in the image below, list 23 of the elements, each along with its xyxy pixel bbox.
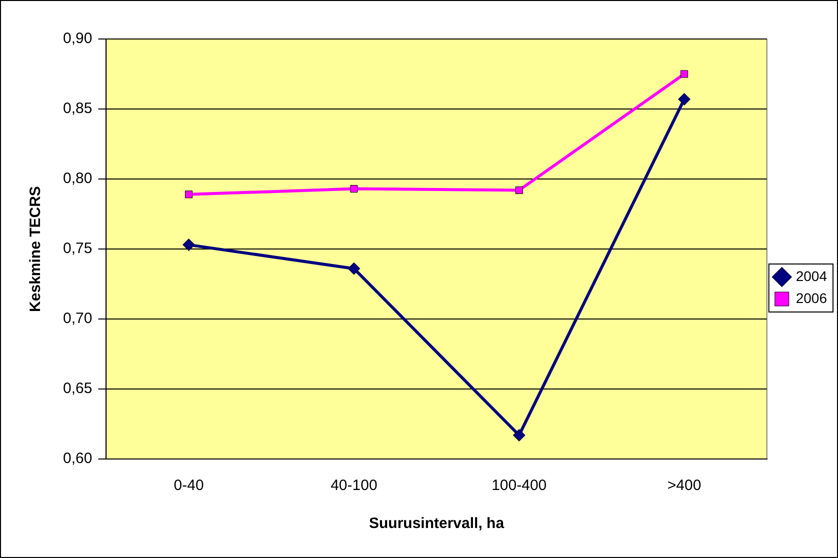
y-tick-label: 0,65 bbox=[62, 380, 92, 398]
point bbox=[182, 238, 196, 252]
y-tick-label: 0,85 bbox=[62, 100, 92, 118]
point bbox=[512, 428, 526, 442]
legend-label: 2004 bbox=[796, 268, 828, 284]
point bbox=[515, 186, 523, 194]
point bbox=[678, 92, 691, 106]
y-tick-label: 0,60 bbox=[62, 450, 92, 468]
y-tick-label: 0,70 bbox=[62, 310, 92, 328]
point bbox=[350, 185, 358, 193]
x-tick-label: 40-100 bbox=[330, 477, 378, 494]
y-tick-label: 0,75 bbox=[62, 240, 92, 258]
y-tick-label: 0,80 bbox=[62, 170, 92, 188]
point bbox=[680, 70, 688, 78]
legend-label: 2006 bbox=[796, 290, 828, 306]
y-axis-title: Keskmine TECRS bbox=[27, 186, 44, 312]
y-tick-label: 0,90 bbox=[62, 30, 92, 48]
x-axis-title: Suurusintervall, ha bbox=[369, 515, 505, 532]
point bbox=[184, 190, 193, 198]
x-tick-label: >400 bbox=[667, 477, 702, 494]
x-tick-label: 100-400 bbox=[492, 477, 547, 494]
point bbox=[348, 262, 360, 275]
x-tick-label: 0-40 bbox=[174, 477, 204, 494]
